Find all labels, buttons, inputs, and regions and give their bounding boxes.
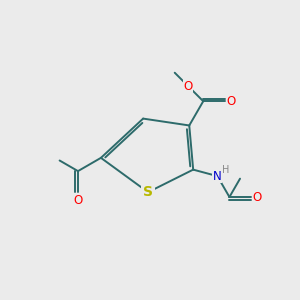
Text: O: O bbox=[252, 190, 261, 203]
Text: O: O bbox=[184, 80, 193, 93]
Text: N: N bbox=[213, 169, 222, 183]
Text: H: H bbox=[222, 165, 229, 175]
Text: O: O bbox=[74, 194, 82, 207]
Text: S: S bbox=[143, 185, 153, 199]
Text: O: O bbox=[227, 95, 236, 108]
